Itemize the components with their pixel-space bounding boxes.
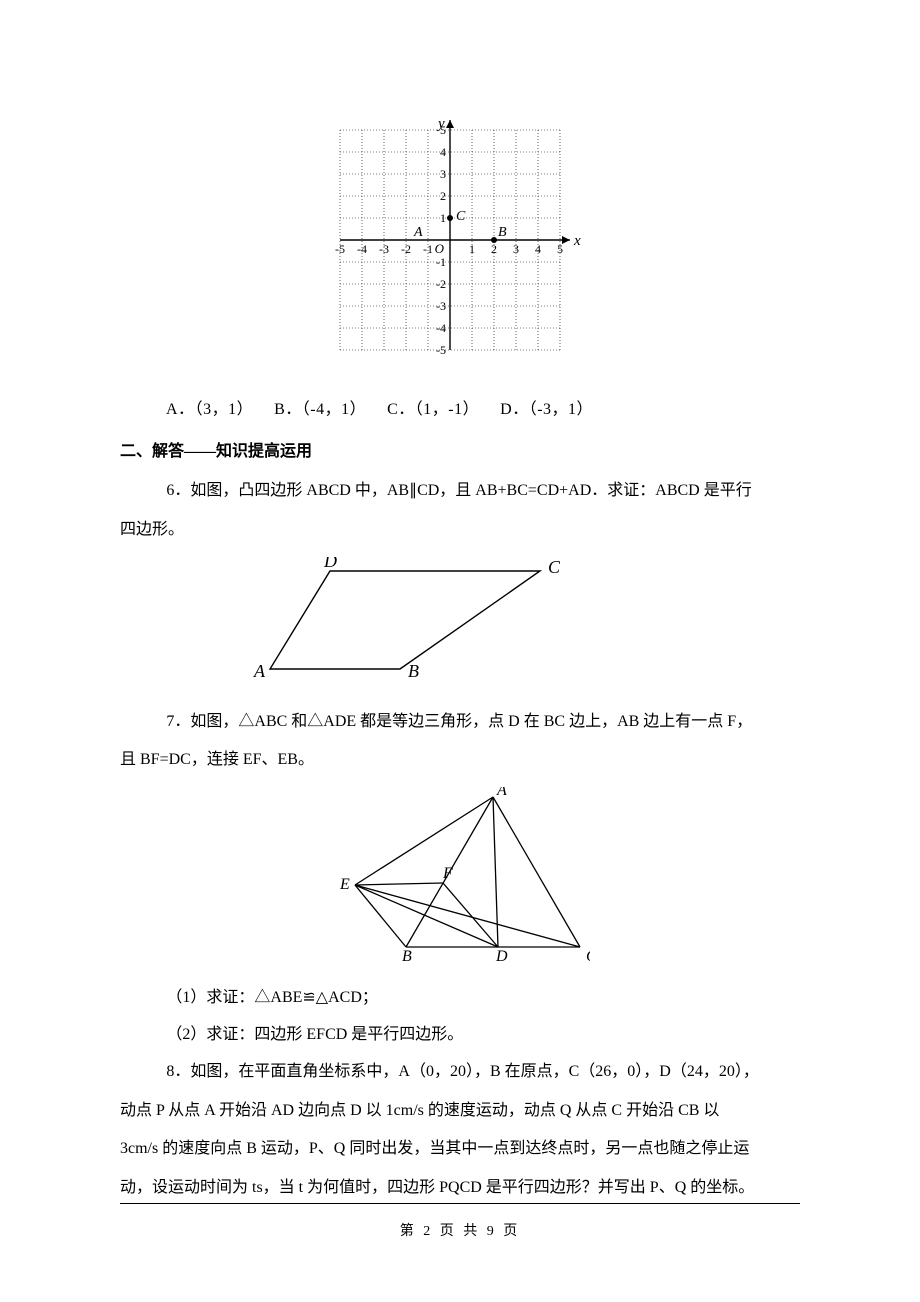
svg-text:F: F — [442, 865, 453, 882]
svg-text:D: D — [323, 557, 337, 571]
choice-c-value: （1，-1） — [415, 401, 479, 418]
svg-text:E: E — [339, 876, 350, 893]
problem-6-cont: 四边形。 — [120, 514, 800, 547]
choice-c-prefix: C． — [387, 401, 415, 418]
svg-text:2: 2 — [440, 189, 446, 203]
footer-pagination: 第 2 页 共 9 页 — [0, 1220, 920, 1240]
svg-text:B: B — [402, 948, 412, 965]
tri-svg: A B C D E F — [330, 787, 590, 967]
coordinate-grid-figure: -5-4-3-2-112345-5-4-3-2-112345OxyABC — [120, 110, 800, 375]
svg-text:1: 1 — [440, 211, 446, 225]
svg-text:B: B — [498, 225, 507, 240]
svg-text:A: A — [253, 661, 266, 681]
svg-text:B: B — [408, 661, 419, 681]
choice-d-value: （-3，1） — [529, 401, 593, 418]
svg-text:C: C — [456, 209, 466, 224]
choices-row: A．（3，1） B．（-4，1） C．（1，-1） D．（-3，1） — [166, 395, 800, 419]
footer-suffix: 页 — [497, 1224, 521, 1239]
svg-text:-2: -2 — [401, 242, 411, 256]
svg-text:A: A — [496, 787, 507, 799]
problem-8-cont3: 动，设运动时间为 ts，当 t 为何值时，四边形 PQCD 是平行四边形？并写出… — [120, 1172, 800, 1205]
svg-text:O: O — [435, 241, 445, 256]
svg-text:x: x — [573, 233, 581, 249]
svg-text:-5: -5 — [436, 343, 446, 357]
problem-7-cont: 且 BF=DC，连接 EF、EB。 — [120, 744, 800, 777]
choice-a-prefix: A． — [166, 401, 195, 418]
svg-text:2: 2 — [491, 242, 497, 256]
problem-6: 6．如图，凸四边形 ABCD 中，AB∥CD，且 AB+BC=CD+AD．求证：… — [120, 475, 800, 508]
svg-text:y: y — [436, 116, 445, 132]
svg-text:-1: -1 — [423, 242, 433, 256]
svg-text:1: 1 — [469, 242, 475, 256]
svg-text:-3: -3 — [436, 299, 446, 313]
choice-b-prefix: B． — [274, 401, 302, 418]
section-2-header: 二、解答——知识提高运用 — [120, 437, 800, 461]
svg-text:C: C — [586, 948, 590, 965]
footer-page-total: 9 — [487, 1224, 497, 1239]
problem-7-sub2: （2）求证：四边形 EFCD 是平行四边形。 — [120, 1019, 800, 1052]
problem-7-sub1: （1）求证：△ABE≌△ACD； — [120, 982, 800, 1015]
footer-prefix: 第 — [400, 1224, 424, 1239]
problem-8: 8．如图，在平面直角坐标系中，A（0，20），B 在原点，C（26，0），D（2… — [120, 1056, 800, 1089]
svg-text:-5: -5 — [335, 242, 345, 256]
footer-mid: 页 共 — [433, 1224, 487, 1239]
choice-a-value: （3，1） — [195, 401, 254, 418]
quad-svg: A B C D — [250, 557, 560, 687]
svg-text:-4: -4 — [357, 242, 367, 256]
choice-d-prefix: D． — [500, 401, 529, 418]
svg-text:D: D — [495, 948, 508, 965]
svg-text:-2: -2 — [436, 277, 446, 291]
svg-text:A: A — [413, 225, 423, 240]
svg-text:5: 5 — [557, 242, 563, 256]
quadrilateral-figure: A B C D — [250, 557, 800, 692]
svg-text:4: 4 — [535, 242, 541, 256]
svg-text:3: 3 — [440, 167, 446, 181]
problem-8-cont1: 动点 P 从点 A 开始沿 AD 边向点 D 以 1cm/s 的速度运动，动点 … — [120, 1095, 800, 1128]
svg-text:-4: -4 — [436, 321, 446, 335]
grid-svg: -5-4-3-2-112345-5-4-3-2-112345OxyABC — [320, 110, 600, 370]
svg-text:-3: -3 — [379, 242, 389, 256]
choice-b-value: （-4，1） — [302, 401, 366, 418]
svg-text:4: 4 — [440, 145, 446, 159]
svg-text:-1: -1 — [436, 255, 446, 269]
svg-text:3: 3 — [513, 242, 519, 256]
problem-8-cont2: 3cm/s 的速度向点 B 运动，P、Q 同时出发，当其中一点到达终点时，另一点… — [120, 1133, 800, 1166]
triangle-figure: A B C D E F — [120, 787, 800, 972]
footer-page-num: 2 — [423, 1224, 433, 1239]
svg-text:C: C — [548, 557, 560, 577]
problem-7: 7．如图，△ABC 和△ADE 都是等边三角形，点 D 在 BC 边上，AB 边… — [120, 706, 800, 739]
footer-divider — [120, 1203, 800, 1204]
